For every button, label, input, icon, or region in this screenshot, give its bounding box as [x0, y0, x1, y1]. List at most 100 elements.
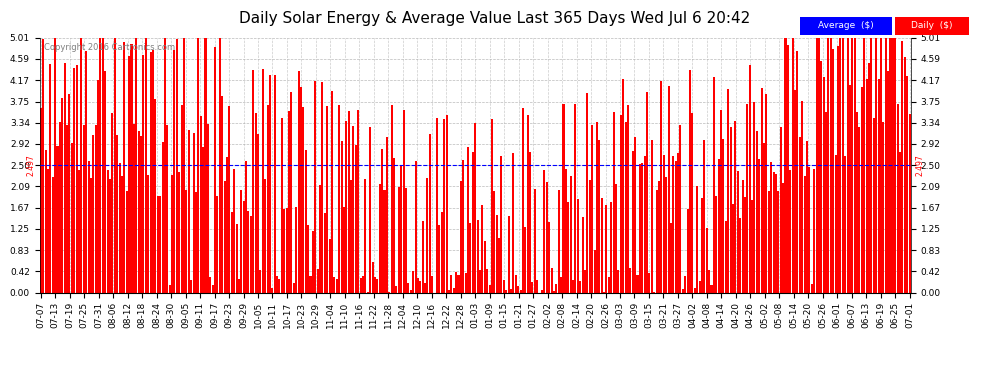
Text: 2.497: 2.497 [915, 154, 924, 176]
Bar [249, 216, 251, 292]
Bar [168, 285, 170, 292]
Bar [488, 285, 490, 292]
Bar [441, 212, 443, 292]
Bar [281, 118, 283, 292]
Bar [43, 39, 45, 292]
Bar [821, 62, 823, 292]
Bar [840, 38, 842, 292]
Bar [188, 129, 190, 292]
Bar [334, 277, 336, 292]
Bar [899, 152, 901, 292]
Bar [796, 51, 799, 292]
Bar [670, 224, 672, 292]
Bar [474, 123, 476, 292]
Bar [159, 196, 161, 292]
Bar [429, 134, 431, 292]
Bar [116, 135, 118, 292]
Bar [813, 169, 815, 292]
Bar [121, 176, 123, 292]
Bar [288, 111, 290, 292]
Bar [398, 187, 400, 292]
Bar [608, 278, 610, 292]
Bar [696, 186, 698, 292]
Bar [415, 161, 417, 292]
Bar [63, 63, 65, 292]
Bar [632, 150, 634, 292]
Bar [694, 288, 696, 292]
Bar [119, 163, 121, 292]
Bar [354, 145, 356, 292]
Bar [286, 208, 288, 292]
Bar [687, 209, 689, 292]
Bar [777, 191, 779, 292]
Bar [720, 110, 722, 292]
Bar [625, 122, 627, 292]
Bar [851, 38, 853, 292]
Bar [484, 241, 486, 292]
Bar [816, 38, 818, 292]
Bar [880, 38, 882, 292]
Bar [753, 102, 755, 292]
Bar [630, 268, 632, 292]
Bar [735, 121, 737, 292]
Bar [369, 126, 371, 292]
Bar [515, 274, 517, 292]
Bar [243, 201, 245, 292]
Bar [391, 105, 393, 292]
Bar [99, 38, 102, 292]
Bar [124, 42, 126, 292]
Bar [357, 110, 359, 292]
Bar [151, 50, 154, 292]
Bar [674, 161, 677, 292]
Bar [269, 75, 271, 292]
Bar [366, 291, 369, 292]
Bar [359, 278, 361, 292]
Bar [897, 104, 899, 292]
Bar [574, 104, 576, 292]
Bar [787, 45, 789, 292]
Bar [498, 238, 500, 292]
Bar [231, 212, 233, 292]
Bar [300, 87, 302, 292]
Bar [868, 63, 870, 292]
Bar [352, 126, 354, 292]
Bar [192, 133, 195, 292]
Bar [54, 38, 56, 292]
Bar [457, 275, 459, 292]
Bar [606, 205, 608, 292]
Bar [594, 251, 596, 292]
Bar [510, 289, 512, 292]
Bar [271, 288, 273, 292]
Text: Daily Solar Energy & Average Value Last 365 Days Wed Jul 6 20:42: Daily Solar Energy & Average Value Last … [240, 11, 750, 26]
Bar [460, 181, 462, 292]
Bar [493, 191, 495, 292]
Bar [772, 172, 774, 292]
Bar [701, 198, 703, 292]
Bar [143, 56, 145, 292]
Bar [455, 272, 457, 292]
Bar [273, 75, 276, 292]
Bar [236, 224, 238, 292]
Bar [107, 170, 109, 292]
Bar [505, 290, 507, 292]
Bar [238, 279, 240, 292]
Bar [809, 166, 811, 292]
Bar [784, 38, 786, 292]
Bar [427, 178, 429, 292]
Bar [307, 225, 309, 292]
Bar [703, 140, 705, 292]
Bar [545, 182, 547, 292]
Bar [844, 156, 846, 292]
Bar [295, 207, 297, 292]
Bar [78, 170, 80, 292]
Bar [522, 108, 524, 292]
Bar [395, 286, 397, 292]
Bar [290, 92, 292, 292]
Bar [804, 176, 806, 292]
Bar [755, 132, 758, 292]
Bar [768, 190, 770, 292]
Bar [532, 282, 534, 292]
Bar [792, 38, 794, 292]
Bar [324, 213, 326, 292]
Bar [718, 159, 720, 292]
